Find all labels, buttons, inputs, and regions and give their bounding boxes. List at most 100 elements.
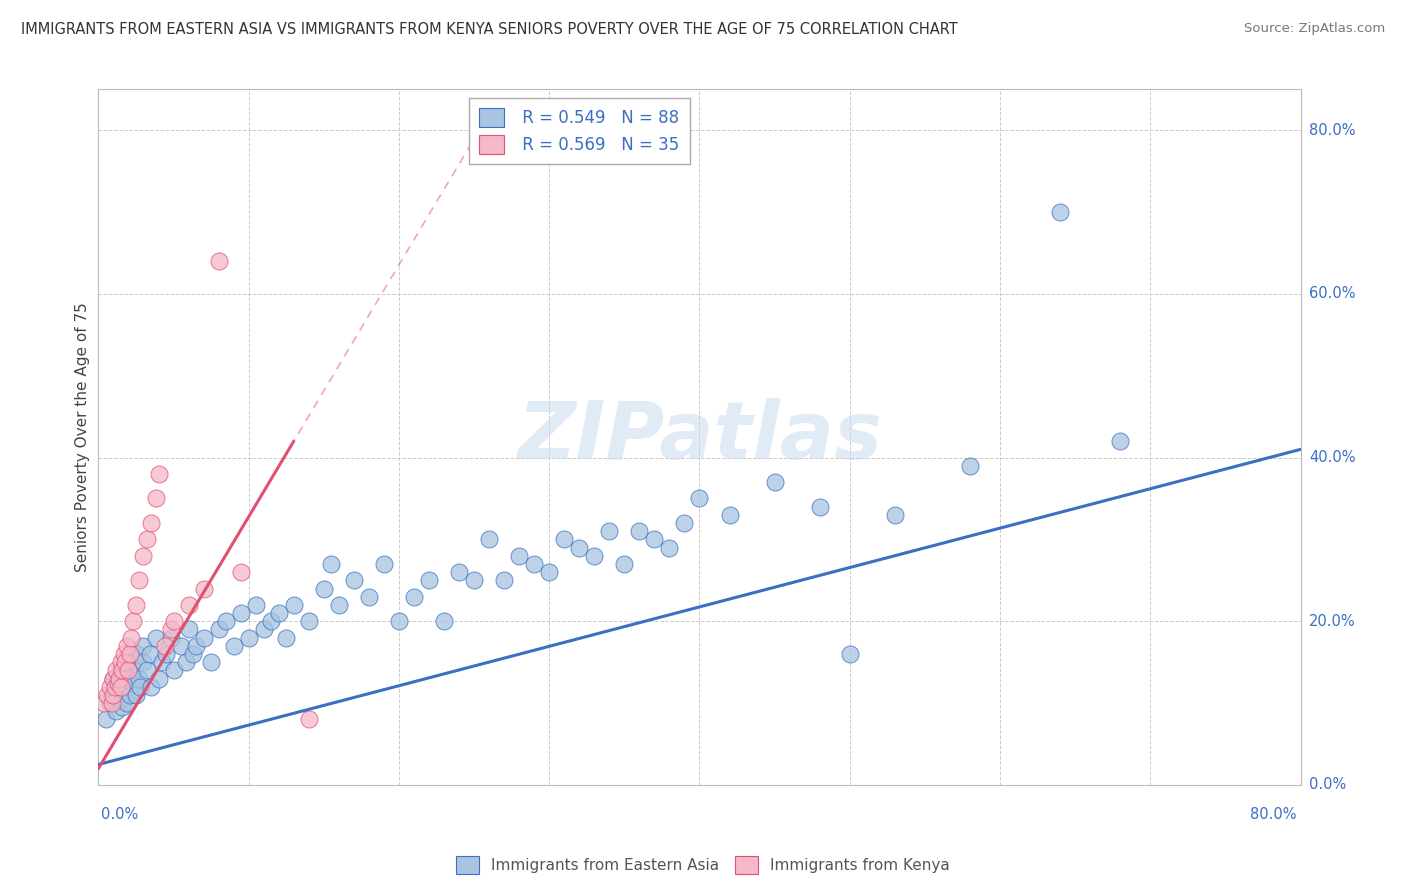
Point [138,647,160,661]
Point [135,533,157,547]
Point [245,598,267,612]
Point [1049,205,1071,219]
Point [433,614,456,628]
Point [312,582,335,596]
Point [763,475,786,489]
Text: 80.0%: 80.0% [1250,807,1296,822]
Text: 40.0%: 40.0% [1309,450,1355,465]
Point [328,598,350,612]
Point [231,606,253,620]
Point [93,696,115,710]
Point [104,680,127,694]
Point [105,664,128,678]
Point [148,467,170,481]
Point [129,680,152,694]
Point [122,675,145,690]
Point [184,639,207,653]
Point [122,614,145,628]
Point [260,614,283,628]
Point [101,696,124,710]
Point [121,631,143,645]
Point [643,533,665,547]
Point [215,614,238,628]
Point [110,664,132,678]
Point [110,680,132,694]
Point [100,680,122,694]
Point [276,631,298,645]
Point [100,696,122,710]
Point [628,524,651,539]
Point [283,598,305,612]
Point [114,683,136,698]
Point [1109,434,1132,449]
Text: ZIPatlas: ZIPatlas [517,398,882,476]
Point [153,639,176,653]
Point [127,647,149,661]
Point [253,623,276,637]
Point [658,541,681,555]
Point [162,614,184,628]
Point [402,590,425,604]
Point [132,549,155,563]
Point [267,606,290,620]
Point [298,614,321,628]
Point [121,672,143,686]
Point [108,672,131,686]
Point [478,533,501,547]
Point [155,647,177,661]
Text: Source: ZipAtlas.com: Source: ZipAtlas.com [1244,22,1385,36]
Point [96,688,118,702]
Point [494,574,516,588]
Point [114,655,136,669]
Point [111,700,134,714]
Point [568,541,591,555]
Point [200,655,222,669]
Point [357,590,380,604]
Point [103,672,125,686]
Point [508,549,530,563]
Point [193,631,215,645]
Text: 80.0%: 80.0% [1309,122,1355,137]
Point [107,675,129,690]
Point [103,672,125,686]
Point [538,565,561,579]
Point [688,491,710,506]
Point [110,655,132,669]
Point [132,639,155,653]
Point [125,688,148,702]
Point [177,623,200,637]
Point [193,582,215,596]
Point [94,713,117,727]
Point [959,458,981,473]
Point [208,254,231,268]
Point [208,623,231,637]
Point [118,688,141,702]
Point [159,623,181,637]
Text: 20.0%: 20.0% [1309,614,1355,629]
Point [177,598,200,612]
Point [118,647,141,661]
Point [124,664,146,678]
Point [145,491,167,506]
Legend: Immigrants from Eastern Asia, Immigrants from Kenya: Immigrants from Eastern Asia, Immigrants… [450,850,956,880]
Point [117,680,139,694]
Point [135,664,157,678]
Text: 0.0%: 0.0% [101,807,138,822]
Point [523,557,546,571]
Point [553,533,575,547]
Point [170,639,193,653]
Point [162,664,184,678]
Text: 0.0%: 0.0% [1309,778,1346,792]
Point [103,688,125,702]
Point [718,508,741,522]
Point [111,664,134,678]
Legend:  R = 0.549   N = 88,  R = 0.569   N = 35: R = 0.549 N = 88, R = 0.569 N = 35 [470,97,689,164]
Point [447,565,470,579]
Point [463,574,485,588]
Point [115,696,138,710]
Point [883,508,905,522]
Point [159,631,181,645]
Point [128,574,150,588]
Point [583,549,606,563]
Text: IMMIGRANTS FROM EASTERN ASIA VS IMMIGRANTS FROM KENYA SENIORS POVERTY OVER THE A: IMMIGRANTS FROM EASTERN ASIA VS IMMIGRAN… [21,22,957,37]
